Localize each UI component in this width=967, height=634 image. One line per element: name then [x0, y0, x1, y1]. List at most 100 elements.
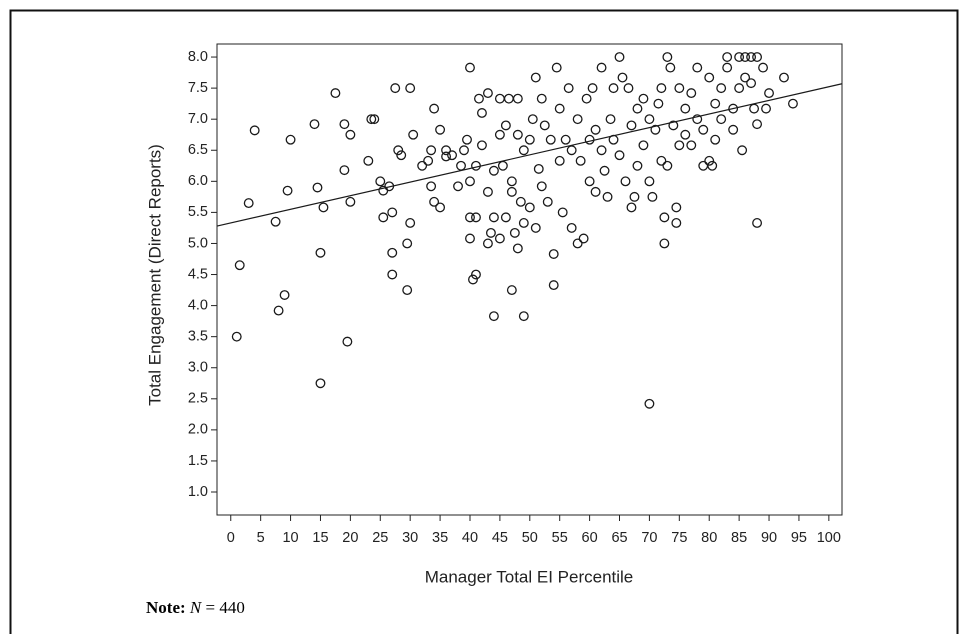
point: [527, 114, 538, 125]
point: [390, 83, 401, 94]
point: [554, 103, 565, 114]
point: [746, 52, 757, 62]
y-tick-label: 8.0: [188, 49, 208, 65]
point: [494, 233, 505, 244]
x-tick-label: 100: [817, 530, 841, 546]
point: [330, 88, 341, 99]
point: [671, 218, 682, 228]
point: [518, 218, 529, 228]
point: [462, 134, 472, 145]
point: [566, 222, 577, 233]
point: [662, 160, 673, 171]
point: [749, 103, 760, 114]
point: [318, 202, 329, 213]
point: [632, 160, 643, 171]
point: [530, 222, 541, 233]
plot-frame: [216, 43, 843, 516]
point: [488, 212, 499, 223]
point: [231, 331, 242, 342]
point: [539, 120, 550, 131]
point: [686, 88, 697, 99]
point: [650, 124, 661, 135]
point: [566, 145, 577, 156]
x-tick-label: 15: [312, 530, 328, 546]
point: [761, 103, 771, 114]
point: [512, 129, 523, 140]
point: [497, 160, 508, 171]
y-tick-label: 3.0: [188, 360, 208, 376]
point: [584, 134, 595, 145]
point: [710, 98, 721, 109]
point: [279, 290, 290, 300]
point: [734, 83, 745, 94]
x-tick-label: 10: [282, 530, 298, 546]
point: [698, 160, 709, 171]
point: [644, 176, 655, 187]
point: [578, 233, 589, 244]
point: [387, 247, 398, 258]
point: [686, 140, 697, 151]
point: [662, 52, 673, 62]
figure-frame: [9, 9, 959, 634]
point: [575, 155, 586, 166]
point: [417, 160, 428, 171]
point: [788, 98, 798, 109]
point: [572, 114, 583, 125]
point: [494, 93, 505, 104]
point: [704, 72, 715, 83]
point: [629, 191, 640, 202]
point: [590, 186, 601, 197]
point: [674, 83, 685, 94]
x-tick-label: 80: [701, 530, 717, 546]
point: [285, 134, 296, 145]
point: [273, 305, 284, 316]
point: [506, 186, 517, 197]
point: [656, 155, 667, 166]
y-tick-label: 4.0: [188, 297, 208, 313]
point: [471, 269, 481, 280]
y-tick-label: 7.5: [188, 80, 208, 96]
y-tick-label: 5.5: [188, 204, 208, 220]
point: [644, 398, 655, 409]
point: [572, 238, 583, 249]
point: [707, 160, 718, 171]
point: [500, 212, 511, 223]
point: [602, 191, 613, 202]
point: [506, 285, 517, 296]
point: [698, 124, 709, 135]
x-tick-label: 20: [342, 530, 358, 546]
point: [584, 176, 595, 187]
point: [524, 202, 535, 213]
y-tick-label: 1.0: [188, 484, 208, 500]
note-variable: N: [189, 598, 203, 617]
y-tick-label: 7.0: [188, 111, 208, 127]
x-tick-label: 90: [761, 530, 777, 546]
point: [665, 62, 676, 73]
point: [500, 120, 511, 131]
point: [617, 72, 628, 83]
point: [728, 103, 739, 114]
point: [557, 207, 568, 218]
point: [509, 227, 520, 238]
y-tick-label: 2.5: [188, 391, 208, 407]
point: [315, 378, 326, 389]
point: [752, 52, 763, 62]
point: [746, 78, 757, 89]
point: [581, 93, 592, 104]
point: [402, 285, 413, 296]
point: [632, 103, 643, 114]
point: [456, 160, 466, 171]
point: [309, 119, 320, 130]
point: [758, 62, 769, 73]
y-tick-label: 6.5: [188, 142, 208, 158]
y-axis-title: Total Engagement (Direct Reports): [145, 144, 164, 406]
point: [474, 93, 484, 104]
point: [312, 182, 323, 193]
point: [596, 145, 607, 156]
point: [387, 269, 398, 280]
x-tick-label: 45: [492, 530, 508, 546]
point: [503, 93, 514, 104]
point: [518, 311, 529, 322]
x-tick-label: 5: [257, 530, 265, 546]
